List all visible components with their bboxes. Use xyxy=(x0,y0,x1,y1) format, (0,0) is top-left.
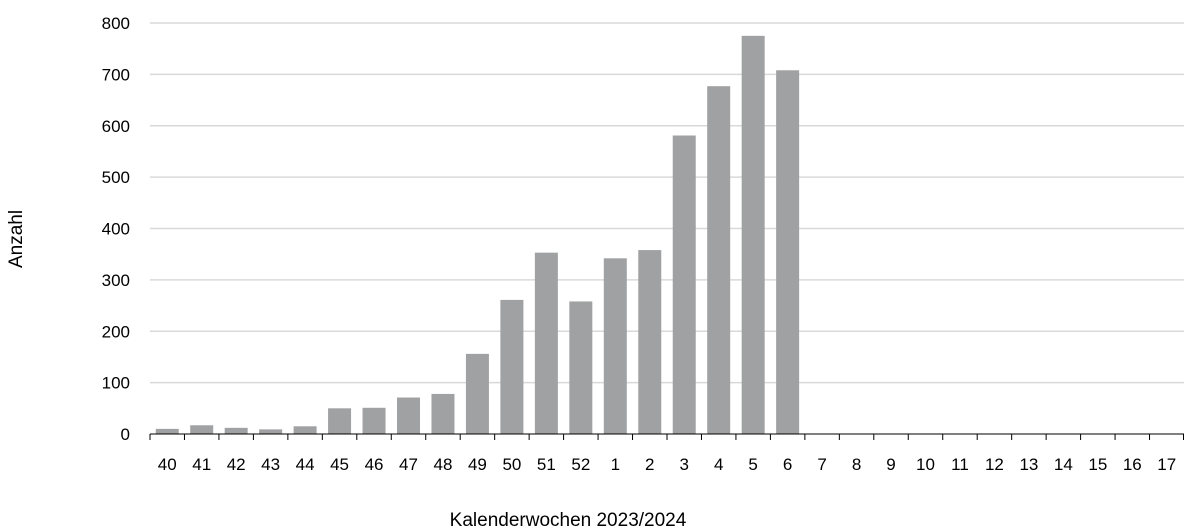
bar xyxy=(328,408,352,434)
x-axis xyxy=(149,433,1184,440)
x-tick-label: 5 xyxy=(748,455,757,474)
x-tick-label: 2 xyxy=(645,455,654,474)
x-axis-title: Kalenderwochen 2023/2024 xyxy=(450,510,687,529)
bar xyxy=(362,407,386,434)
gridlines xyxy=(150,22,1184,384)
y-tick-label: 200 xyxy=(102,322,130,341)
x-tick-label: 13 xyxy=(1019,455,1038,474)
bar xyxy=(259,429,283,434)
x-tick-label: 50 xyxy=(502,455,521,474)
x-tick-label: 52 xyxy=(571,455,590,474)
bar xyxy=(397,397,420,434)
bar xyxy=(776,70,800,434)
x-tick-label: 11 xyxy=(951,455,969,474)
x-tick-label: 4 xyxy=(714,455,723,474)
y-axis-ticks: 0 100 200 300 400 500 600 700 800 xyxy=(102,14,130,444)
y-tick-label: 600 xyxy=(102,117,130,136)
y-axis-title: Anzahl xyxy=(6,210,27,268)
y-tick-label: 100 xyxy=(102,374,130,393)
x-tick-label: 40 xyxy=(158,455,177,474)
x-tick-label: 6 xyxy=(783,455,792,474)
x-tick-label: 49 xyxy=(468,455,487,474)
x-tick-label: 10 xyxy=(916,455,935,474)
x-tick-label: 42 xyxy=(227,455,246,474)
y-tick-label: 700 xyxy=(102,65,130,84)
bar xyxy=(741,35,765,434)
bar xyxy=(224,427,248,434)
x-tick-label: 8 xyxy=(852,455,861,474)
bar xyxy=(603,258,627,434)
y-tick-label: 500 xyxy=(102,168,130,187)
y-tick-label: 300 xyxy=(102,271,130,290)
bar xyxy=(293,426,317,434)
x-tick-label: 48 xyxy=(434,455,453,474)
y-tick-label: 0 xyxy=(121,425,130,444)
bar xyxy=(190,425,214,434)
bar xyxy=(707,86,731,434)
x-tick-label: 3 xyxy=(679,455,688,474)
bar xyxy=(431,393,455,434)
x-tick-label: 15 xyxy=(1088,455,1107,474)
x-tick-label: 7 xyxy=(817,455,826,474)
x-tick-label: 41 xyxy=(192,455,211,474)
x-tick-label: 47 xyxy=(399,455,418,474)
x-tick-label: 17 xyxy=(1157,455,1176,474)
bar xyxy=(500,299,524,434)
x-tick-label: 1 xyxy=(611,455,620,474)
bar xyxy=(534,252,558,434)
x-axis-ticks: 40 41 42 43 44 45 46 47 48 49 50 51 52 1 2 3 4 5 6 7 8 9 10 11 1… xyxy=(158,455,1176,474)
x-tick-label: 45 xyxy=(330,455,349,474)
y-tick-label: 800 xyxy=(102,14,130,33)
bar xyxy=(672,135,696,435)
x-tick-label: 43 xyxy=(261,455,280,474)
x-tick-label: 14 xyxy=(1054,455,1073,474)
bar xyxy=(155,428,179,434)
x-tick-label: 44 xyxy=(296,455,315,474)
x-tick-label: 46 xyxy=(365,455,384,474)
x-tick-label: 51 xyxy=(537,455,556,474)
x-tick-label: 9 xyxy=(886,455,895,474)
bar xyxy=(638,250,662,434)
bars xyxy=(155,35,800,435)
bar xyxy=(569,301,593,434)
y-tick-label: 400 xyxy=(102,220,130,239)
x-tick-label: 12 xyxy=(985,455,1004,474)
x-tick-label: 16 xyxy=(1123,455,1142,474)
bar xyxy=(465,353,489,434)
